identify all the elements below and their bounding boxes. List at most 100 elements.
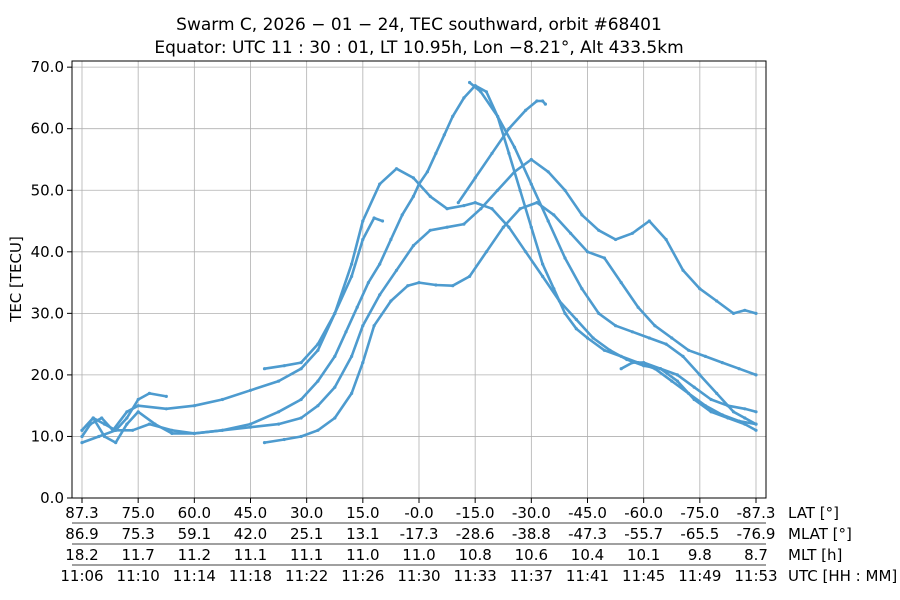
x-tick-label-utc: 11:53 bbox=[734, 567, 777, 585]
data-point bbox=[350, 391, 354, 395]
data-point bbox=[299, 397, 303, 402]
data-point bbox=[698, 287, 702, 291]
data-point bbox=[344, 330, 348, 334]
data-point bbox=[147, 391, 151, 395]
data-point bbox=[687, 348, 691, 352]
x-tick-label-lat: 15.0 bbox=[346, 504, 379, 522]
data-point bbox=[262, 367, 267, 371]
data-point bbox=[114, 428, 118, 432]
data-point bbox=[496, 114, 500, 118]
data-point bbox=[136, 410, 140, 414]
data-point bbox=[125, 410, 129, 414]
data-point bbox=[720, 361, 724, 365]
data-point bbox=[451, 114, 455, 118]
data-point bbox=[479, 207, 483, 211]
x-tick-label-lat: -75.0 bbox=[680, 504, 719, 522]
x-tick-label-mlt: 9.8 bbox=[688, 546, 712, 564]
data-point bbox=[147, 422, 151, 426]
data-point bbox=[754, 422, 758, 426]
x-tick-label-utc: 11:22 bbox=[285, 567, 328, 585]
data-point bbox=[692, 397, 696, 402]
series-track-9 bbox=[619, 361, 758, 432]
data-point bbox=[681, 354, 685, 358]
data-point bbox=[675, 379, 680, 383]
data-point bbox=[277, 422, 281, 426]
x-tick-label-mlt: 11.1 bbox=[290, 546, 323, 564]
data-point bbox=[428, 194, 432, 198]
data-point bbox=[442, 133, 446, 137]
x-tick-label-mlt: 8.7 bbox=[744, 546, 768, 564]
data-point bbox=[591, 336, 595, 340]
x-tick-label-mlat: 13.1 bbox=[346, 525, 379, 543]
data-point bbox=[299, 416, 303, 420]
data-point bbox=[473, 176, 477, 180]
series-track-5 bbox=[262, 201, 758, 445]
data-point bbox=[642, 361, 646, 365]
data-point bbox=[619, 281, 623, 285]
x-tick-label-lat: -45.0 bbox=[568, 504, 607, 522]
data-point bbox=[361, 219, 365, 223]
data-point bbox=[125, 422, 129, 426]
data-point bbox=[535, 201, 539, 205]
data-point bbox=[136, 397, 140, 402]
x-tick-label-mlt: 10.1 bbox=[627, 546, 660, 564]
x-tick-label-utc: 11:37 bbox=[510, 567, 553, 585]
series-track-4 bbox=[80, 157, 758, 445]
chart-title-line-2: Equator: UTC 11 : 30 : 01, LT 10.95h, Lo… bbox=[154, 38, 683, 58]
data-point bbox=[647, 336, 651, 340]
data-point bbox=[563, 256, 567, 260]
data-point bbox=[715, 299, 719, 303]
x-tick-label-lat: -15.0 bbox=[456, 504, 495, 522]
data-point bbox=[131, 428, 135, 432]
y-tick-label: 0.0 bbox=[40, 489, 64, 507]
data-point bbox=[316, 404, 320, 408]
data-point bbox=[434, 151, 438, 155]
data-point bbox=[529, 225, 533, 229]
data-point bbox=[462, 96, 466, 100]
data-point bbox=[378, 262, 382, 266]
x-tick-label-utc: 11:41 bbox=[566, 567, 609, 585]
data-point bbox=[569, 231, 573, 235]
data-point bbox=[754, 428, 758, 432]
grid-lines bbox=[72, 61, 766, 499]
x-tick-label-mlt: 11.0 bbox=[402, 546, 435, 564]
data-series bbox=[80, 80, 758, 445]
x-tick-label-utc: 11:10 bbox=[117, 567, 160, 585]
x-tick-label-mlat: 59.1 bbox=[178, 525, 211, 543]
data-point bbox=[277, 379, 281, 383]
data-point bbox=[630, 330, 635, 334]
series-line bbox=[468, 81, 758, 426]
data-point bbox=[366, 281, 370, 285]
x-tick-label-mlt: 11.1 bbox=[234, 546, 267, 564]
data-point bbox=[80, 428, 84, 432]
data-point bbox=[518, 207, 522, 211]
data-point bbox=[333, 354, 337, 358]
data-point bbox=[361, 237, 365, 242]
data-point bbox=[220, 397, 224, 402]
data-point bbox=[507, 225, 511, 229]
data-point bbox=[372, 324, 376, 328]
data-point bbox=[597, 228, 601, 232]
data-point bbox=[754, 373, 758, 377]
data-point bbox=[100, 416, 104, 420]
data-point bbox=[524, 108, 528, 112]
y-axis-ticks: 0.0 10.0 20.0 30.0 40.0 50.0 60.0 70.0 bbox=[31, 58, 72, 507]
data-point bbox=[80, 434, 84, 439]
data-point bbox=[557, 299, 562, 303]
data-point bbox=[597, 311, 601, 315]
data-point bbox=[496, 188, 500, 192]
data-point bbox=[411, 176, 415, 180]
data-point bbox=[664, 237, 668, 242]
data-point bbox=[462, 204, 466, 208]
data-point bbox=[670, 379, 674, 383]
data-point bbox=[630, 361, 635, 365]
x-axis-row-label-mlt: MLT [h] bbox=[788, 546, 842, 564]
data-point bbox=[378, 293, 382, 297]
data-point bbox=[136, 404, 140, 408]
data-point bbox=[361, 361, 365, 365]
data-point bbox=[316, 348, 320, 352]
data-point bbox=[333, 385, 337, 389]
data-point bbox=[653, 324, 657, 328]
data-point bbox=[580, 213, 584, 217]
